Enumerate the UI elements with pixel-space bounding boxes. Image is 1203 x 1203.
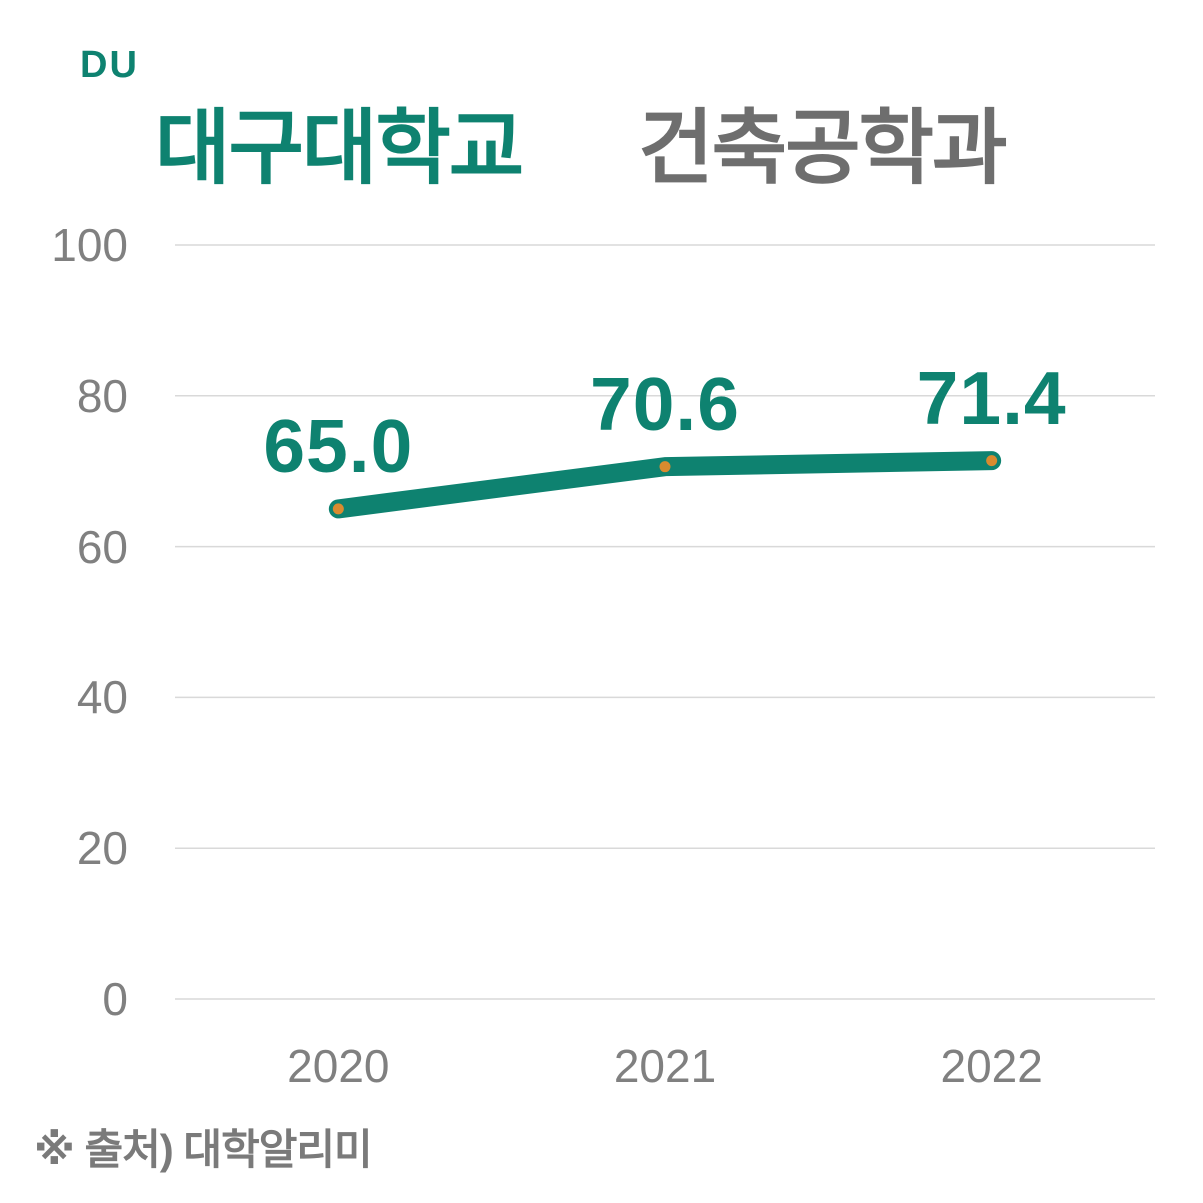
- title-university: 대구대학교: [155, 103, 524, 194]
- chart-title: 대구대학교 건축공학과: [155, 100, 1007, 198]
- data-point-label: 70.6: [590, 361, 740, 446]
- data-point-label: 65.0: [263, 403, 414, 488]
- data-point-marker: [986, 455, 998, 467]
- x-axis-tick-label: 2020: [287, 1040, 390, 1092]
- data-point-label: 71.4: [916, 355, 1067, 440]
- y-axis-tick-label: 0: [102, 973, 128, 1025]
- y-axis-tick-label: 80: [76, 369, 128, 422]
- y-axis-tick-label: 20: [76, 822, 128, 875]
- y-axis-tick-label: 100: [51, 219, 128, 271]
- x-axis-tick-label: 2022: [940, 1040, 1043, 1092]
- data-point-marker: [659, 461, 671, 473]
- source-note: ※ 출처) 대학알리미: [34, 1126, 373, 1173]
- title-department: 건축공학과: [638, 103, 1007, 194]
- du-logo: DU: [80, 44, 139, 86]
- data-point-marker: [332, 503, 344, 515]
- x-axis-tick-label: 2021: [613, 1040, 717, 1092]
- y-axis-tick-label: 60: [76, 520, 128, 573]
- y-axis-tick-label: 40: [76, 671, 128, 724]
